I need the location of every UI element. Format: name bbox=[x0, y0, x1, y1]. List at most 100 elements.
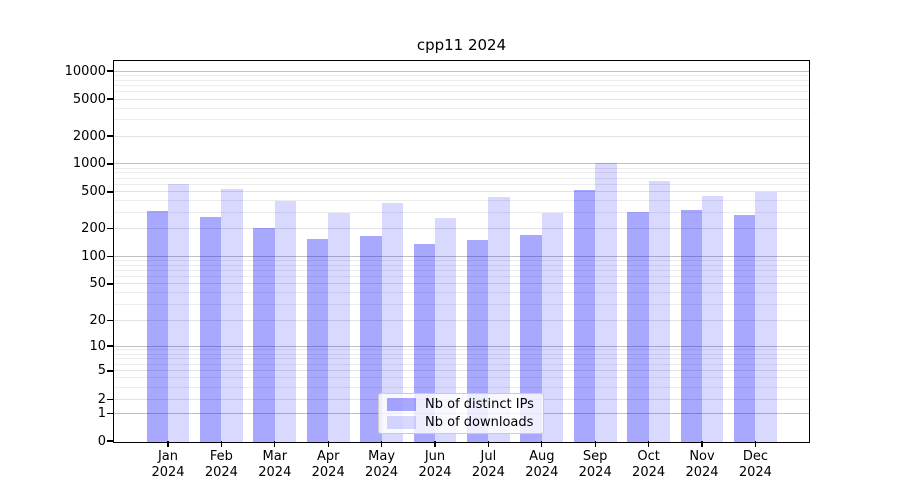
y-tick-label: 100 bbox=[81, 249, 106, 265]
bar-distinct-ips bbox=[680, 209, 702, 442]
bar-distinct-ips bbox=[734, 214, 756, 442]
plot-area: 0 1 2 5 10 20 50 100 200 500 1000 2000 5000 10000 Jan 2… bbox=[65, 60, 810, 480]
x-tick-mark bbox=[541, 441, 543, 447]
bar-distinct-ips bbox=[573, 190, 596, 442]
y-tick-label: 2 bbox=[97, 392, 106, 408]
x-tick-label: Jul 2024 bbox=[471, 449, 505, 480]
x-tick-label: Dec 2024 bbox=[738, 449, 772, 480]
y-tick-label: 200 bbox=[81, 221, 106, 237]
gridline-sub bbox=[114, 370, 809, 372]
bar-downloads bbox=[595, 162, 617, 442]
y-tick-mark bbox=[107, 399, 113, 401]
gridline-sub bbox=[114, 98, 809, 100]
gridline-minor bbox=[114, 107, 809, 109]
legend-item-downloads: Nb of downloads bbox=[379, 415, 543, 430]
bar-distinct-ips bbox=[360, 235, 382, 442]
gridline-major bbox=[114, 345, 809, 347]
chart-title: cpp11 2024 bbox=[416, 36, 507, 54]
x-tick-mark bbox=[754, 441, 757, 447]
bar-downloads bbox=[435, 218, 457, 442]
y-tick-label: 10 bbox=[89, 338, 106, 354]
gridline-minor bbox=[114, 177, 809, 179]
bar-downloads bbox=[328, 213, 350, 442]
x-tick-mark bbox=[647, 441, 650, 447]
gridline-minor bbox=[114, 358, 809, 360]
bar-downloads bbox=[274, 201, 297, 442]
y-tick-label: 10000 bbox=[64, 63, 106, 79]
y-tick-mark bbox=[107, 163, 113, 165]
x-tick-mark bbox=[594, 441, 596, 447]
y-tick-mark bbox=[107, 135, 113, 137]
x-tick-label: Jan 2024 bbox=[151, 449, 185, 480]
y-tick-mark bbox=[107, 319, 113, 322]
bar-distinct-ips bbox=[413, 244, 435, 442]
y-tick-label: 500 bbox=[81, 184, 106, 200]
gridline-minor bbox=[114, 292, 809, 294]
gridline-minor bbox=[114, 260, 809, 262]
y-tick-label: 5000 bbox=[72, 91, 106, 107]
y-tick-label: 5 bbox=[97, 363, 106, 379]
legend-label-distinct-ips: Nb of distinct IPs bbox=[425, 397, 534, 412]
bar-distinct-ips bbox=[200, 217, 222, 442]
legend-item-distinct-ips: Nb of distinct IPs bbox=[379, 397, 543, 412]
bar-downloads bbox=[221, 189, 243, 442]
y-tick-mark bbox=[107, 228, 113, 230]
bar-distinct-ips bbox=[520, 234, 542, 442]
bar-downloads bbox=[381, 203, 403, 442]
gridline-minor bbox=[114, 363, 809, 365]
bar-downloads bbox=[755, 192, 777, 442]
gridline-minor bbox=[114, 167, 809, 169]
gridline-minor bbox=[114, 386, 809, 388]
y-tick-mark bbox=[107, 370, 113, 372]
legend-label-downloads: Nb of downloads bbox=[425, 415, 534, 430]
bar-downloads bbox=[702, 196, 724, 442]
x-tick-label: Feb 2024 bbox=[204, 449, 238, 480]
x-tick-mark bbox=[487, 441, 490, 447]
legend-swatch-distinct-ips bbox=[387, 398, 416, 411]
gridline-sub bbox=[114, 135, 809, 137]
x-tick-label: Mar 2024 bbox=[258, 449, 292, 480]
x-tick-label: Apr 2024 bbox=[311, 449, 345, 480]
y-tick-label: 20 bbox=[89, 313, 106, 329]
gridline-minor bbox=[114, 349, 809, 351]
y-tick-mark bbox=[107, 412, 113, 415]
gridline-minor bbox=[114, 184, 809, 185]
gridline-sub bbox=[114, 191, 809, 193]
gridline-major bbox=[114, 163, 809, 165]
y-tick-label: 2000 bbox=[72, 128, 106, 144]
gridline-minor bbox=[114, 303, 809, 305]
y-tick-mark bbox=[107, 98, 113, 100]
y-tick-mark bbox=[107, 191, 113, 193]
gridline-minor bbox=[114, 264, 809, 266]
x-tick-mark bbox=[701, 441, 703, 447]
y-tick-label: 0 bbox=[97, 433, 106, 449]
legend-swatch-downloads bbox=[387, 416, 416, 429]
gridline-minor bbox=[114, 211, 809, 213]
x-tick-label: Aug 2024 bbox=[525, 449, 559, 480]
y-tick-mark bbox=[107, 70, 113, 72]
bar-distinct-ips bbox=[253, 228, 275, 442]
gridline-minor bbox=[114, 79, 809, 81]
x-tick-mark bbox=[167, 441, 169, 447]
x-tick-mark bbox=[220, 441, 223, 447]
gridline-sub bbox=[114, 283, 809, 285]
bar-downloads bbox=[541, 213, 564, 442]
gridline-minor bbox=[114, 276, 809, 278]
y-tick-mark bbox=[107, 283, 113, 285]
gridline-minor bbox=[114, 119, 809, 121]
x-tick-label: Jun 2024 bbox=[418, 449, 452, 480]
x-tick-label: Sep 2024 bbox=[578, 449, 612, 480]
y-tick-label: 50 bbox=[89, 276, 106, 292]
bar-distinct-ips bbox=[146, 210, 168, 442]
x-tick-mark bbox=[274, 441, 276, 447]
bar-distinct-ips bbox=[627, 211, 649, 442]
x-tick-mark bbox=[327, 441, 329, 447]
y-tick-label: 1 bbox=[97, 406, 106, 422]
y-tick-mark bbox=[107, 255, 113, 258]
y-tick-label: 1000 bbox=[72, 156, 106, 172]
gridline-minor bbox=[114, 200, 809, 202]
gridline-minor bbox=[114, 91, 809, 93]
x-tick-label: Oct 2024 bbox=[632, 449, 666, 480]
x-tick-label: May 2024 bbox=[365, 449, 399, 480]
